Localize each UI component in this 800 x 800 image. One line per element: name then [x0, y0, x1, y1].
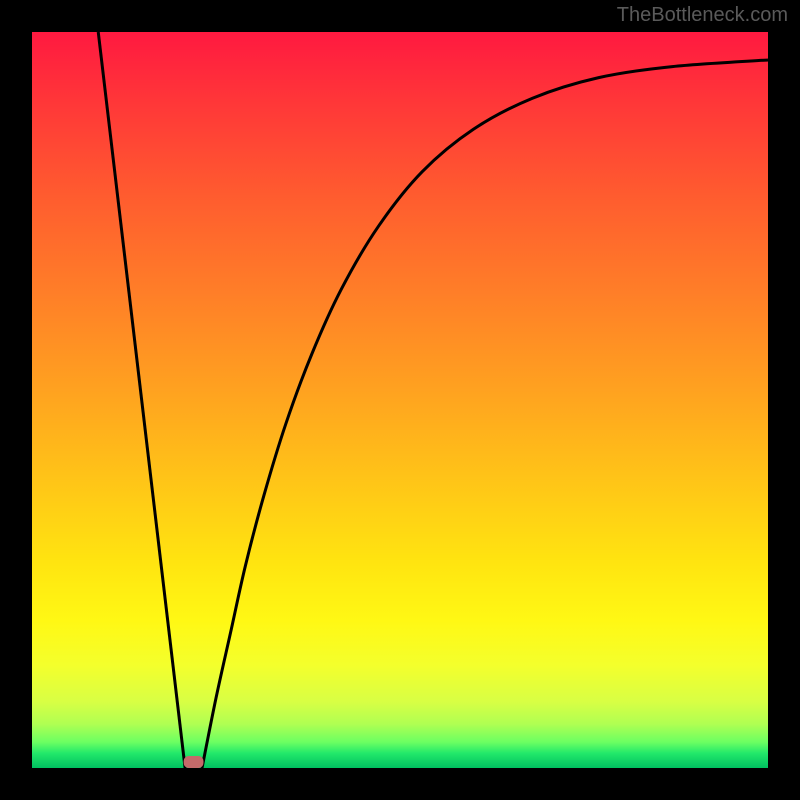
watermark-text: TheBottleneck.com: [617, 4, 788, 27]
chart-svg: [0, 0, 800, 800]
annotation-bar: [184, 756, 204, 768]
chart-container: TheBottleneck.com: [0, 0, 800, 800]
